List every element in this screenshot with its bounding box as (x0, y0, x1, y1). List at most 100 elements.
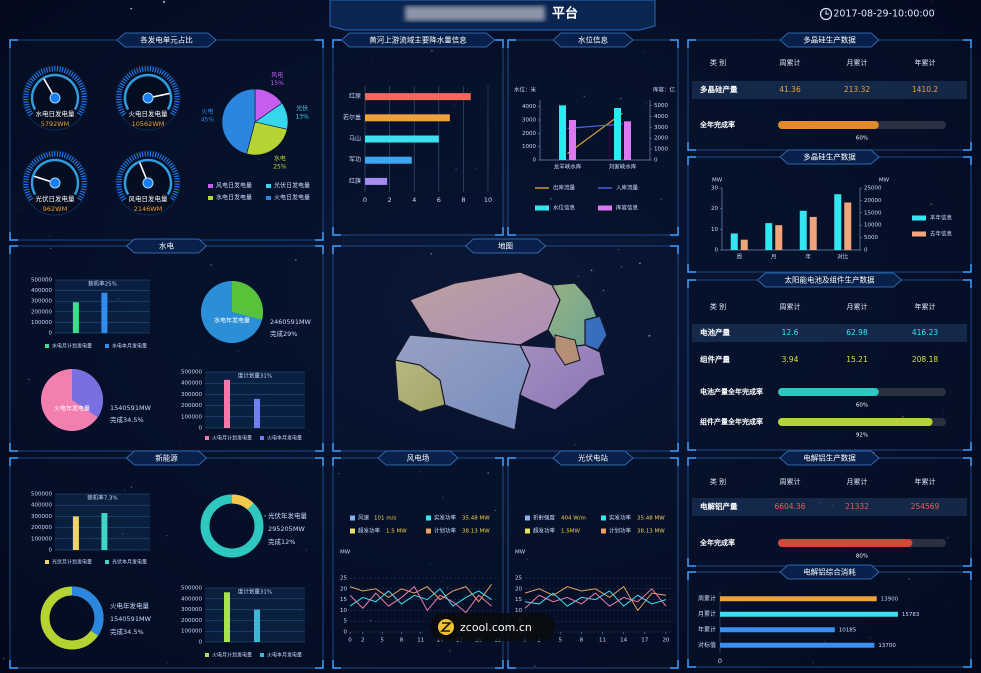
line (349, 588, 492, 607)
star (873, 451, 875, 453)
y-tick-label: 25 (340, 576, 347, 582)
x-tick-label: 8 (400, 638, 404, 644)
y-tick-label: 10 (340, 608, 347, 614)
panel-title: 太阳能电池及组件生产数据 (785, 275, 875, 285)
y-tick-label: 200000 (181, 403, 202, 409)
stat-label: 风速 (358, 515, 370, 522)
table-cell: 6604.36 (774, 502, 805, 511)
table-header: 月累计 (847, 477, 868, 486)
line (524, 590, 667, 607)
x-tick-label: 2 (388, 196, 392, 204)
progress-fill (778, 418, 933, 426)
star (165, 24, 166, 26)
stat-swatch (350, 515, 355, 521)
y-tick-label: 对标值 (698, 641, 716, 649)
legend-swatch (205, 436, 209, 440)
y-tick-label: 100000 (181, 629, 202, 635)
legend-label: 火电日发电量 (274, 194, 310, 202)
legend-swatch (208, 196, 213, 200)
x-tick-label: 8 (461, 196, 465, 204)
legend-label: 火电月计划发电量 (212, 435, 252, 442)
chart-title: 装机率7.3% (87, 494, 117, 502)
y2-tick-label: 0 (654, 158, 658, 164)
legend-label: 入库流量 (616, 184, 639, 192)
bar (365, 177, 388, 185)
bar (720, 596, 877, 602)
bar (365, 156, 412, 164)
legend-label: 水电本月发电量 (112, 343, 147, 350)
bar (72, 302, 79, 333)
legend-swatch (598, 205, 612, 211)
pie-done-label: 完成34.5% (110, 415, 144, 424)
gauge-hub (142, 177, 154, 189)
map (394, 271, 608, 431)
y2-tick-label: 4000 (654, 114, 668, 120)
slice-value-label: 15% (271, 80, 285, 87)
panel-title-tab (340, 32, 496, 48)
bar (844, 202, 852, 250)
y-tick-label: 200000 (31, 309, 52, 315)
bar (365, 114, 450, 122)
stat-label: 计划功率 (434, 527, 457, 535)
panel-title-tab (779, 450, 880, 466)
legend-label: 库容信息 (616, 204, 639, 212)
panel-title: 水位信息 (578, 35, 608, 45)
legend-label: 去年信息 (930, 230, 953, 238)
bar (614, 108, 621, 160)
slice-value-label: 45% (201, 116, 215, 123)
panel-title-tab (125, 238, 208, 254)
star (602, 289, 605, 292)
panel-title-tab (125, 450, 208, 466)
y-tick-label: 0 (715, 248, 719, 254)
legend-swatch (912, 215, 926, 221)
panel-title: 多晶硅生产数据 (803, 152, 856, 162)
y-tick-label: 红原 (349, 92, 361, 100)
star (2, 657, 5, 660)
y-axis-unit: MW (515, 550, 526, 556)
legend-label: 火电月计划发电量 (212, 652, 252, 659)
pie-done (72, 369, 103, 418)
y-tick-label: 1000 (522, 144, 536, 150)
y-tick-label: 300000 (181, 392, 202, 398)
y-tick-label: 30 (711, 186, 718, 192)
panel-corner (495, 457, 504, 466)
table-cell: 12.6 (782, 328, 799, 337)
panel-corner (495, 39, 504, 48)
panel-corner (9, 39, 18, 48)
legend-label: 水电日发电量 (216, 194, 252, 202)
table-header: 月累计 (847, 58, 868, 67)
legend-label: 本年信息 (930, 214, 953, 222)
value-label: 10185 (839, 627, 857, 633)
panel-corner (963, 156, 972, 165)
gauge-glow (123, 73, 173, 111)
panel-corner (9, 245, 18, 254)
progress-value-label: 60% (856, 136, 868, 142)
gauge-value: 2146WM (134, 205, 163, 213)
table-header: 年累计 (915, 302, 936, 311)
star (648, 334, 651, 337)
legend-swatch (260, 653, 264, 657)
y-tick-label: 200000 (181, 618, 202, 624)
panel-corner (332, 660, 341, 669)
stat-swatch (426, 528, 431, 534)
y-axis-label: MW (712, 178, 723, 184)
panel-corner (963, 279, 972, 288)
bar (834, 194, 842, 250)
map-region (584, 315, 608, 351)
legend-swatch (260, 436, 264, 440)
table-cell: 254569 (911, 502, 940, 511)
stat-label: 超发功率 (358, 527, 381, 535)
progress-value-label: 60% (856, 403, 868, 409)
row-label: 电解铝产量 (700, 501, 738, 511)
y-tick-label: 0 (199, 640, 203, 646)
x-tick-label: 对比 (837, 253, 849, 261)
panel-title-tab (779, 149, 880, 165)
legend-label: 出库流量 (553, 184, 576, 192)
x-tick-label: 5 (380, 638, 384, 644)
bar (809, 216, 817, 250)
progress-value-label: 92% (856, 433, 868, 439)
donut-total: 1540591MW (110, 615, 152, 623)
x-tick-label: 月 (771, 254, 777, 261)
